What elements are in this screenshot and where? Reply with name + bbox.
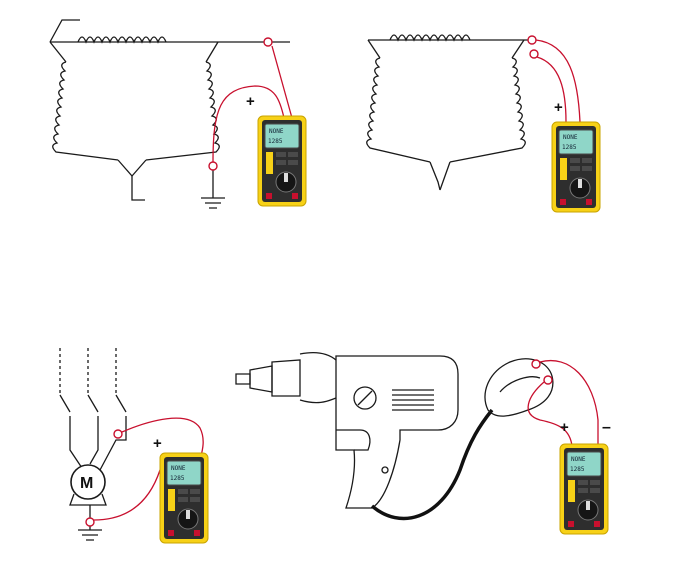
plus-sign: + (560, 419, 569, 436)
motor-label: M (80, 475, 93, 492)
insulation-tester-icon: NONE 1285 (551, 121, 601, 213)
coil-winding-icon (366, 34, 526, 163)
electric-drill-icon (235, 351, 459, 509)
meter-display: 1285 (268, 138, 283, 145)
delta-winding-phase-test: + NONE 1285 (366, 34, 601, 213)
svg-text:NONE: NONE (563, 134, 578, 141)
svg-text:NONE: NONE (269, 128, 284, 135)
plus-sign: + (153, 435, 162, 452)
meter-display: 1285 (570, 466, 585, 473)
drill-insulation-test: + – NONE 1285 (235, 351, 611, 535)
meter-display: 1285 (562, 144, 577, 151)
plus-sign: + (246, 93, 255, 110)
insulation-tester-icon: NONE 1285 (257, 115, 307, 207)
ground-symbol-icon (201, 168, 225, 209)
motor-icon: M (69, 464, 107, 506)
insulation-tester-icon: NONE 1285 (559, 443, 609, 535)
delta-winding-earth-test: + NONE 1285 (49, 19, 307, 209)
power-plug-icon (484, 358, 554, 417)
motor-insulation-test: M + NONE 1285 (59, 348, 209, 544)
insulation-tester-icon: NONE 1285 (159, 452, 209, 544)
coil-winding-icon (52, 36, 220, 161)
minus-sign: – (602, 419, 611, 436)
meter-display: 1285 (170, 475, 185, 482)
plus-sign: + (554, 99, 563, 116)
svg-text:NONE: NONE (171, 465, 186, 472)
svg-text:NONE: NONE (571, 456, 586, 463)
